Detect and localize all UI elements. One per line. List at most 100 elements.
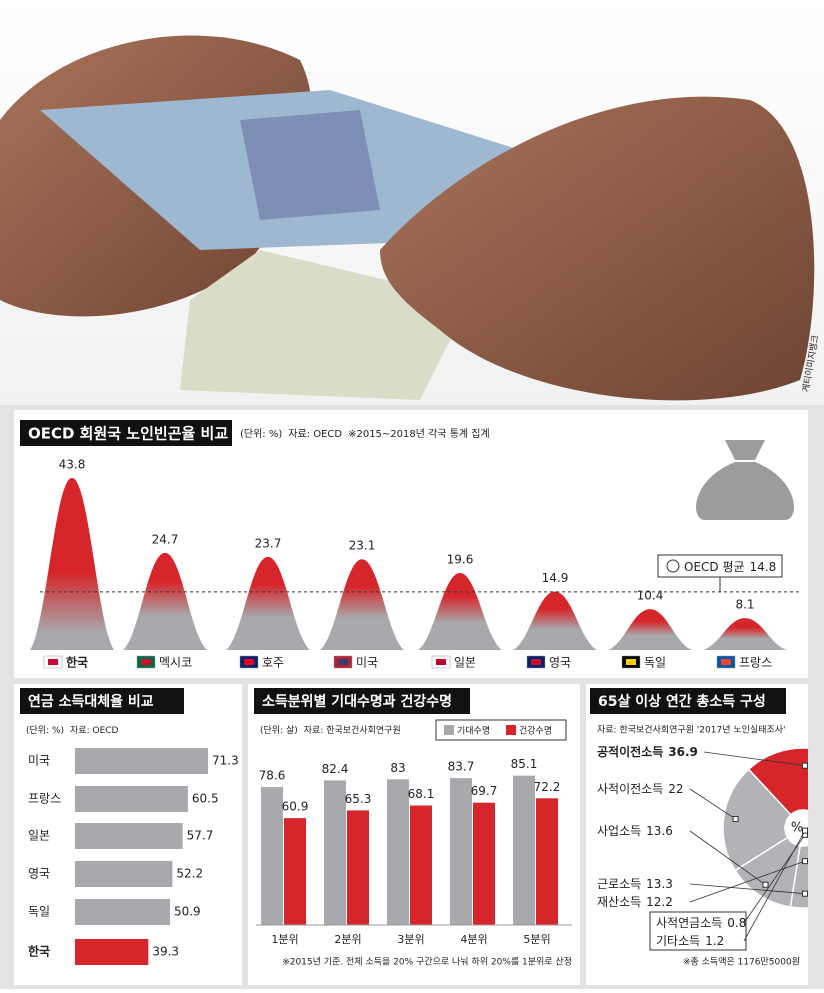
reference-label: OECD 평균 14.8: [684, 560, 776, 574]
pie-slice: [734, 836, 802, 908]
money-bag-icon: [696, 440, 794, 520]
slice-value: 36.9: [668, 745, 698, 759]
leader-dot: [762, 881, 769, 888]
value-label: 10.4: [637, 589, 664, 603]
category-label: 독일: [28, 905, 50, 919]
value-label: 65.3: [345, 792, 372, 806]
leader-line: [689, 830, 766, 886]
flag: [141, 659, 151, 665]
leader-line: [689, 883, 806, 895]
category-label: 멕시코: [159, 656, 192, 670]
bar: [261, 787, 283, 925]
value-label: 14.9: [542, 571, 569, 585]
flag: [531, 659, 541, 665]
value-label: 24.7: [152, 532, 179, 546]
value-label: 68.1: [408, 787, 435, 801]
bell-bar: [226, 556, 310, 650]
bar: [75, 899, 170, 925]
category-label: 호주: [262, 656, 284, 670]
label-box: [649, 911, 747, 951]
category-label: 독일: [644, 656, 666, 670]
value-label: 23.7: [255, 536, 282, 550]
value-label: 82.4: [322, 762, 349, 776]
pie-slice: [722, 768, 792, 872]
slice-name: 공적이전소득: [597, 744, 663, 759]
bell-bar: [513, 591, 597, 650]
leader-dot: [802, 858, 808, 865]
pie-slice: [747, 747, 808, 816]
unit: (단위: %): [240, 427, 282, 440]
category-label: 한국: [28, 944, 50, 959]
bar: [387, 779, 409, 925]
bar: [75, 823, 183, 849]
bar: [536, 798, 558, 925]
title-box: [254, 688, 470, 714]
category-label: 영국: [549, 656, 571, 670]
legend-box: [435, 719, 567, 741]
bar: [473, 802, 495, 925]
globe-icon: [666, 559, 680, 573]
leader-dot: [802, 762, 808, 769]
category-label: 한국: [66, 655, 88, 670]
flag: [626, 659, 636, 665]
value-label: 57.7: [187, 829, 214, 843]
legend-swatch: [444, 725, 454, 735]
value-label: 71.3: [212, 754, 239, 768]
bar: [450, 778, 472, 925]
bell-bar: [320, 559, 404, 650]
source: 자료: OECD: [70, 725, 119, 736]
category-label: 프랑스: [28, 792, 61, 806]
title-box: [20, 420, 232, 446]
slice-label: 기타소득 1.2: [656, 934, 724, 948]
category-label: 1분위: [271, 933, 298, 946]
value-label: 43.8: [59, 457, 86, 471]
source: 자료: OECD: [288, 428, 342, 440]
source: 자료: 한국보건사회연구원: [304, 725, 401, 736]
note: ※2015~2018년 각국 통계 집계: [348, 428, 490, 440]
value-label: 52.2: [176, 867, 203, 881]
leader-dot: [732, 816, 739, 823]
photo: [0, 0, 824, 405]
slice-name: 기타소득: [656, 934, 700, 948]
slice-label: 사업소득 13.6: [597, 824, 673, 838]
bar: [75, 748, 209, 774]
legend-label: 기대수명: [457, 726, 490, 737]
leader-line: [689, 860, 806, 903]
value-label: 78.6: [259, 769, 286, 783]
flag: [244, 659, 254, 665]
slice-name: 재산소득: [597, 895, 641, 909]
value-label: 85.1: [511, 757, 538, 771]
source: 자료: 한국보건사회연구원 '2017년 노인실태조사': [597, 725, 786, 736]
flag: [436, 659, 446, 665]
value-label: 50.9: [174, 905, 201, 919]
category-label: 일본: [454, 656, 476, 670]
category-label: 일본: [28, 829, 50, 843]
note: ※2015년 기준. 전체 소득을 20% 구간으로 나눠 하위 20%를 1분…: [282, 957, 572, 968]
value-label: 83: [390, 761, 405, 775]
bell-bar: [123, 552, 207, 650]
slice-name: 사업소득: [597, 824, 641, 838]
leader-line: [743, 830, 806, 942]
value-label: 60.5: [192, 792, 219, 806]
chart-title: 소득분위별 기대수명과 건강수명: [262, 693, 452, 710]
bar: [75, 861, 173, 887]
slice-value: 22: [668, 782, 683, 796]
bar: [75, 939, 149, 965]
slice-label: 재산소득 12.2: [597, 895, 673, 909]
slice-name: 사적이전소득: [597, 782, 663, 796]
category-label: 3분위: [397, 933, 424, 946]
unit: (단위: %): [26, 725, 64, 736]
leader-line: [689, 788, 736, 820]
bar: [513, 775, 535, 925]
value-label: 39.3: [152, 945, 179, 959]
slice-label: 공적이전소득 36.9: [597, 744, 698, 759]
slice-value: 0.8: [727, 916, 746, 930]
category-label: 2분위: [334, 933, 361, 946]
subtitle: (단위: %) 자료: OECD ※2015~2018년 각국 통계 집계: [240, 427, 490, 440]
bell-bar: [608, 609, 692, 650]
center-label: %: [791, 821, 803, 836]
slice-label: 사적연금소득 0.8: [656, 916, 746, 930]
value-label: 69.7: [471, 784, 498, 798]
slice-name: 사적연금소득: [656, 916, 722, 930]
value-label: 23.1: [349, 539, 376, 553]
